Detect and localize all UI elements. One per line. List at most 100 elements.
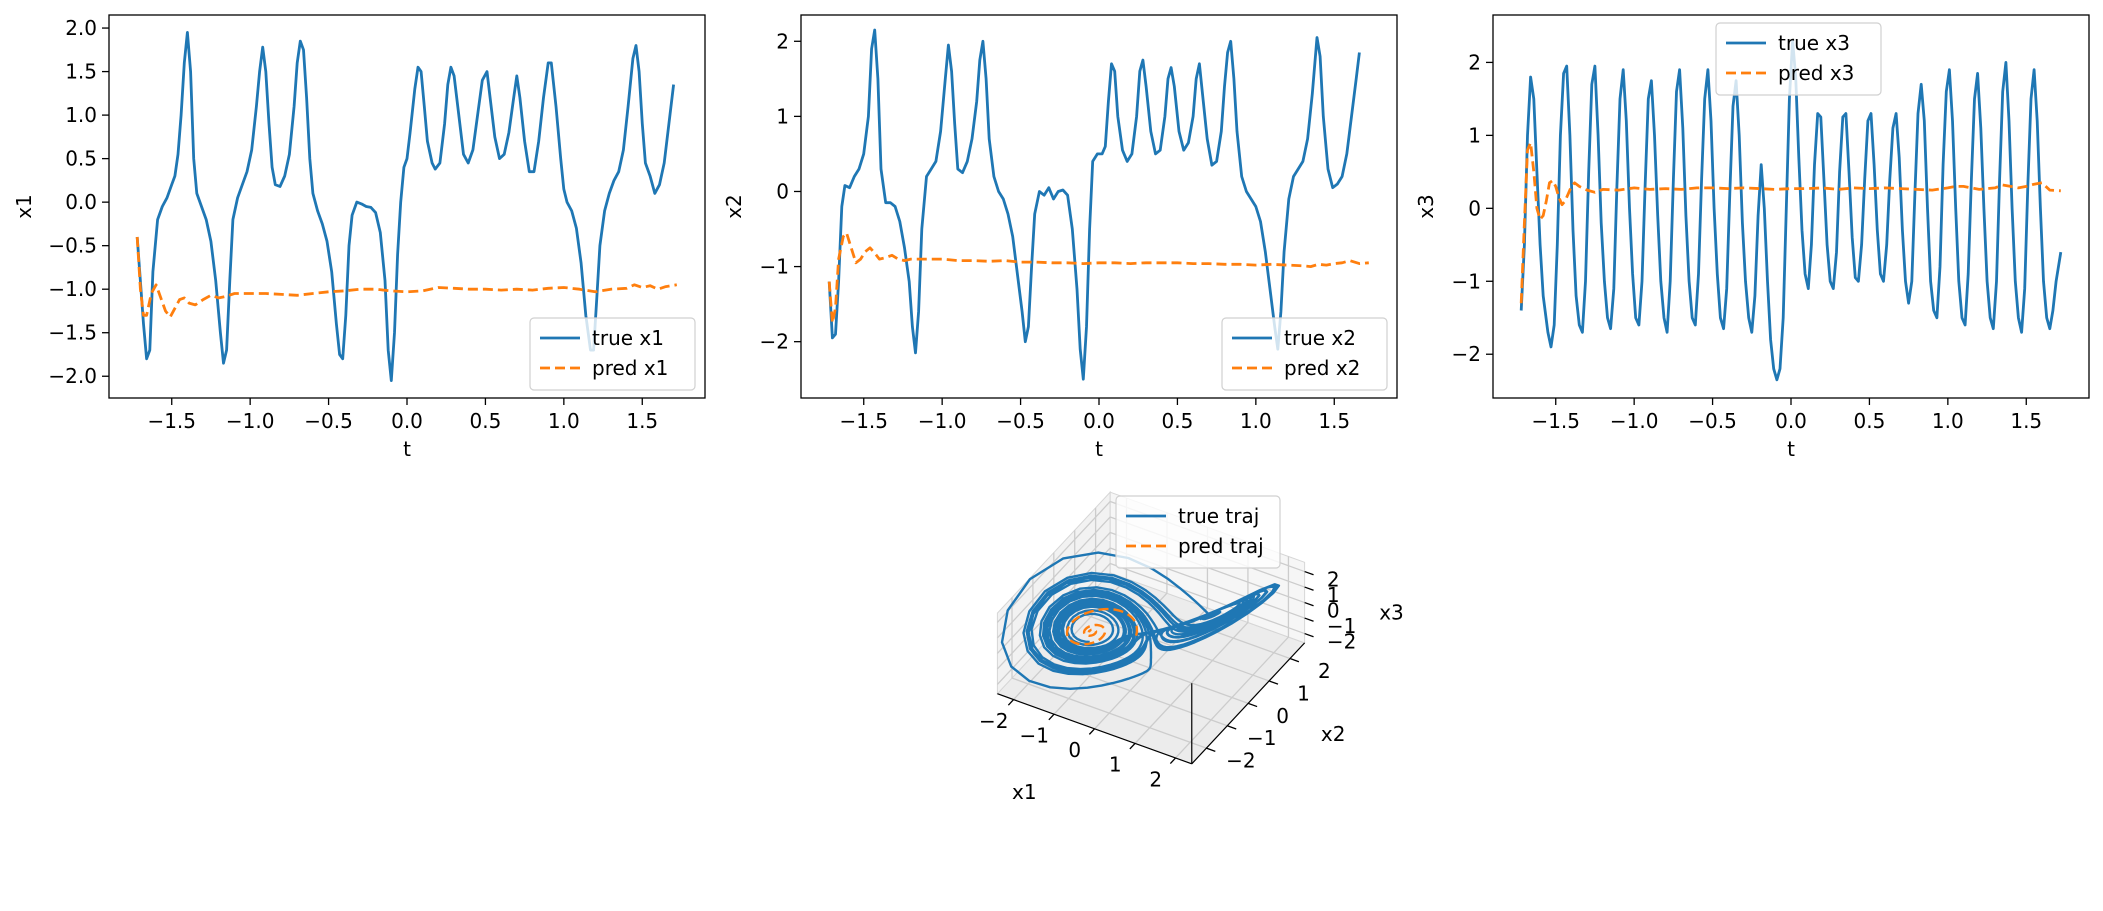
x-tick-label: 1.0 [1932, 409, 1964, 433]
z-tick [1304, 632, 1314, 638]
x-tick-label: 1 [1109, 753, 1122, 777]
z-tick-label: 0 [1327, 599, 1340, 623]
z-tick [1304, 570, 1314, 576]
y-axis-line [1191, 642, 1306, 765]
y-tick-label: −1 [1452, 269, 1481, 293]
y-tick [1247, 702, 1258, 708]
traj-line-pred [1065, 607, 1139, 646]
x-tick-label: 0.5 [1854, 409, 1886, 433]
y-axis-label: x3 [1414, 194, 1438, 219]
y-tick-label: −1.0 [48, 277, 97, 301]
y-tick [1227, 725, 1237, 730]
x-tick-label: 1.5 [626, 409, 658, 433]
grid-line [1110, 562, 1305, 635]
x-tick-label: 1.5 [2010, 409, 2042, 433]
y-tick-label: −1 [1247, 726, 1276, 750]
series-line-true [827, 28, 1361, 381]
grid-line [1011, 677, 1207, 749]
legend-frame [1221, 317, 1388, 391]
x-tick-label: −1.0 [918, 409, 967, 433]
y-tick-label: 1.5 [65, 60, 97, 84]
z-tick [1304, 586, 1314, 591]
y-axis-label: x2 [1321, 722, 1346, 746]
legend-label: pred x2 [1284, 356, 1360, 380]
z-tick-label: −1 [1327, 614, 1356, 638]
x-tick-label: −1.0 [226, 409, 275, 433]
x-axis-label: x1 [1012, 780, 1037, 804]
x-axis-label: t [1095, 437, 1103, 461]
legend-label: true x2 [1284, 326, 1356, 350]
x-tick-label: −0.5 [996, 409, 1045, 433]
y-tick [1268, 680, 1279, 685]
legend-label: true x1 [592, 326, 664, 350]
x-tick [1129, 742, 1136, 750]
series-line-pred [1519, 141, 2061, 304]
series-line-true [135, 31, 675, 382]
y-tick-label: −2 [1226, 749, 1255, 773]
subplot-x2: −1.5 −1.0 −0.5 0.0 0.5 1.0 1.5 2 1 0 −1 −2 t x2 true x… [722, 14, 1398, 461]
z-tick-label: −2 [1327, 630, 1356, 654]
y-tick-label: 1 [1297, 681, 1310, 705]
y-tick-label: −2.0 [48, 364, 97, 388]
x-tick-label: −1.0 [1610, 409, 1659, 433]
y-tick-label: 1 [776, 104, 789, 128]
z-tick-label: 1 [1327, 583, 1340, 607]
y-axis-label: x1 [12, 194, 36, 219]
y-tick-label: −0.5 [48, 234, 97, 258]
x-tick-label: 0.0 [1083, 409, 1115, 433]
y-tick-label: 0 [1276, 704, 1289, 728]
legend-label: pred traj [1178, 534, 1264, 558]
x-tick-label: −2 [979, 709, 1008, 733]
z-tick-label: 2 [1327, 568, 1340, 592]
y-tick [1206, 747, 1216, 752]
z-axis-label: x3 [1379, 600, 1404, 624]
y-tick-label: −1 [760, 255, 789, 279]
series-line-pred [827, 231, 1369, 325]
grid-line [996, 516, 1111, 639]
y-tick-label: 1.0 [65, 103, 97, 127]
x-tick-label: −1.5 [147, 409, 196, 433]
x-tick-label: 1.0 [548, 409, 580, 433]
x-axis-line [997, 693, 1192, 765]
x-tick-label: −1.5 [1531, 409, 1580, 433]
y-tick-label: −2 [760, 330, 789, 354]
grid-line [996, 501, 1111, 623]
x-tick-label: −0.5 [1688, 409, 1737, 433]
y-tick-label: 0.5 [65, 147, 97, 171]
z-tick [1304, 617, 1314, 622]
x-tick [1007, 699, 1015, 706]
legend-label: pred x1 [592, 356, 668, 380]
x-tick [1088, 728, 1096, 735]
legend-label: true traj [1178, 504, 1259, 528]
x-tick-label: −0.5 [304, 409, 353, 433]
y-tick-label: −1.5 [48, 321, 97, 345]
x-tick-label: 0 [1068, 738, 1081, 762]
subplot-x1: −1.5 −1.0 −0.5 0.0 0.5 1.0 1.5 2.0 1.5 1.0 0.5 0.0 −… [12, 14, 706, 461]
x-tick-label: 0.0 [1775, 409, 1807, 433]
y-axis-label: x2 [722, 194, 746, 219]
x-tick-label: 2 [1149, 767, 1162, 791]
x-tick-label: 0.5 [1162, 409, 1194, 433]
x-tick-label: −1 [1019, 723, 1048, 747]
y-tick-label: 2 [776, 29, 789, 53]
legend-label: true x3 [1778, 31, 1850, 55]
x-axis-label: t [403, 437, 411, 461]
subplot-x3: −1.5 −1.0 −0.5 0.0 0.5 1.0 1.5 2 1 0 −1 −2 t x3 true x… [1414, 14, 2090, 461]
y-tick-label: 1 [1468, 123, 1481, 147]
legend-frame [1115, 495, 1281, 569]
y-tick-label: 0.0 [65, 190, 97, 214]
x-tick-label: 1.0 [1240, 409, 1272, 433]
series-line-pred [135, 236, 678, 319]
y-tick-label: 0 [776, 179, 789, 203]
y-tick-label: −2 [1452, 342, 1481, 366]
traj-line-true [1000, 551, 1281, 690]
y-tick-label: 2 [1468, 50, 1481, 74]
x-tick [1169, 757, 1177, 765]
x-tick-label: −1.5 [839, 409, 888, 433]
y-tick-label: 2 [1318, 659, 1331, 683]
z-tick [1304, 601, 1314, 607]
x-tick-label: 0.0 [391, 409, 423, 433]
legend-label: pred x3 [1778, 61, 1854, 85]
x-tick-label: 0.5 [470, 409, 502, 433]
